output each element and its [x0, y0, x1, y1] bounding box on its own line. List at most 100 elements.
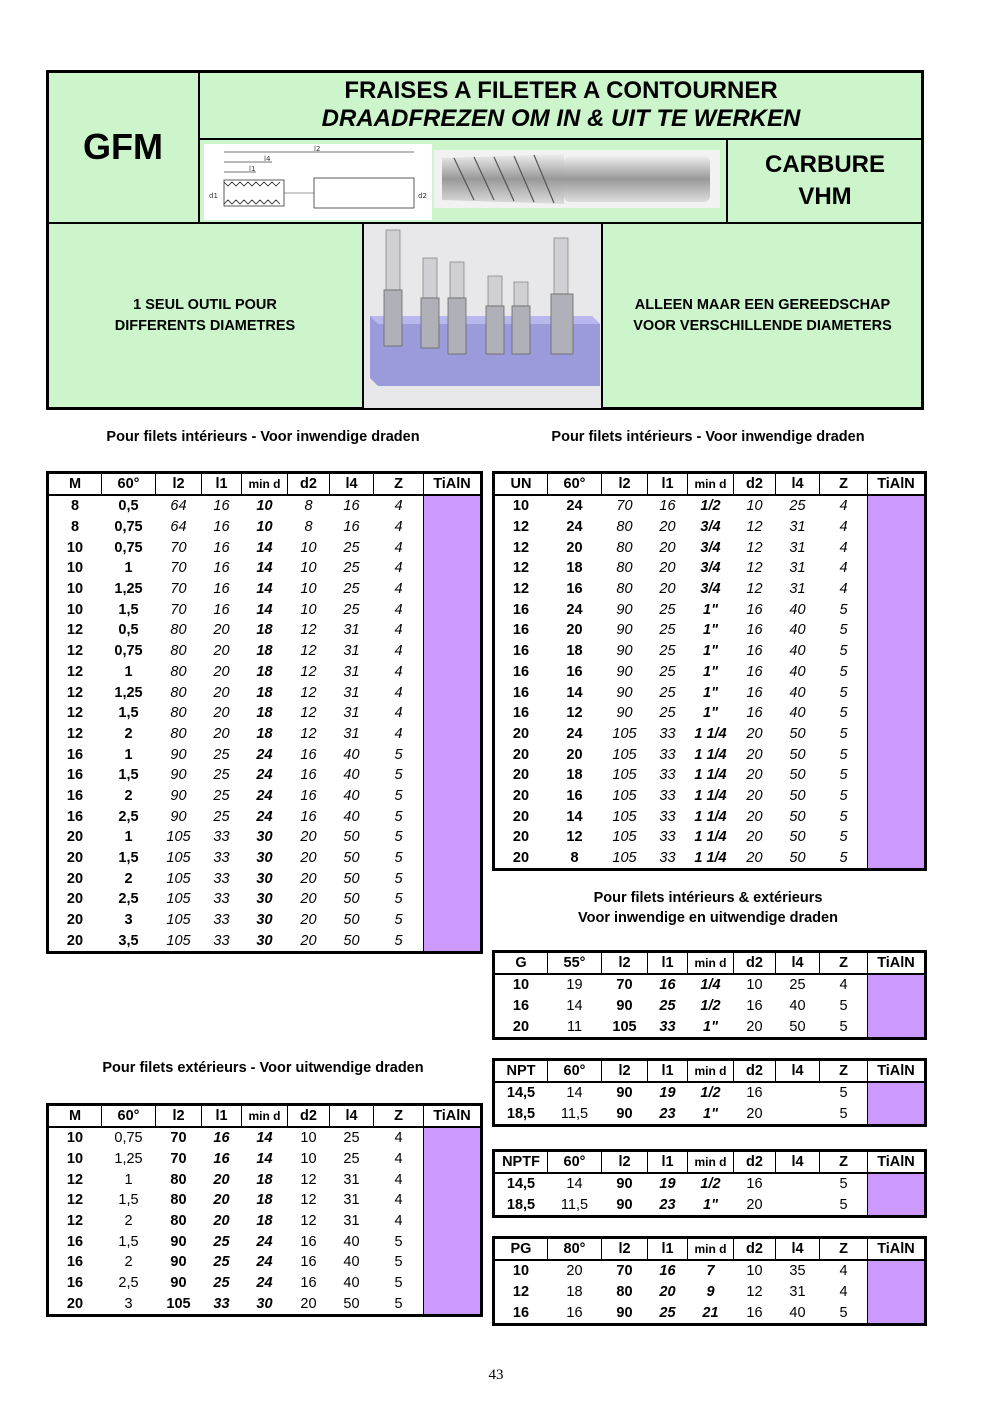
table-cell: 16: [746, 1176, 763, 1193]
table-cell: 1 1/4: [694, 850, 727, 867]
table-cell: 105: [166, 912, 191, 929]
table-cell: 20: [213, 684, 230, 701]
table-cell: 105: [166, 829, 191, 846]
table-cell: 14,5: [506, 1176, 536, 1193]
table-cell: 80: [170, 663, 187, 680]
column-header: d2: [287, 472, 330, 496]
table-cell: 105: [612, 725, 637, 742]
table-cell: 40: [343, 1233, 360, 1250]
table-cell: 12: [746, 560, 763, 577]
table-cell: 25: [659, 643, 676, 660]
table-row: 20 16 105 33 1 1/4 20 50 5: [494, 785, 926, 807]
column-header: l4: [329, 1104, 374, 1128]
table-cell: 50: [343, 932, 360, 949]
table-cell: 16: [566, 663, 583, 680]
table-cell: 10: [300, 601, 317, 618]
table-cell: [776, 1082, 820, 1104]
table-cell: 105: [612, 767, 637, 784]
tialn-coating-cell: [867, 1016, 926, 1039]
table-cell: 90: [616, 1106, 633, 1123]
tool-dimension-drawing: l2 l4 l1 d1 d2: [204, 144, 432, 220]
table-cell: 5: [839, 663, 848, 680]
table-cell: 12: [66, 684, 84, 701]
table-cell: 20: [512, 850, 530, 867]
table-cell: 50: [343, 912, 360, 929]
table-cell: 5: [394, 1275, 403, 1292]
column-header: l4: [775, 472, 820, 496]
tialn-coating-cell: [423, 785, 482, 807]
description-nl-cell: ALLEEN MAAR EEN GEREEDSCHAP VOOR VERSCHI…: [601, 222, 924, 410]
tialn-coating-cell: [423, 806, 482, 827]
tialn-coating-cell: [423, 1127, 482, 1149]
table-cell: 5: [394, 767, 403, 784]
table-cell: 4: [394, 560, 403, 577]
tialn-coating-cell: [423, 558, 482, 579]
table-cell: 31: [343, 1192, 360, 1209]
table-cell: 10: [512, 498, 530, 515]
table-row: 10 0,75 70 16 14 10 25 4: [48, 1127, 482, 1149]
table-cell: 105: [612, 787, 637, 804]
table-cell: 30: [256, 891, 273, 908]
table-cell: 20: [213, 705, 230, 722]
table-cell: 80: [616, 519, 633, 536]
table-cell: 24: [256, 787, 273, 804]
column-header: M: [47, 1104, 102, 1128]
table-cell: 5: [394, 1295, 403, 1312]
tialn-coating-cell: [867, 764, 926, 786]
tialn-coating-cell: [423, 868, 482, 890]
table-cell: 70: [170, 539, 187, 556]
column-header: 60°: [101, 472, 156, 496]
table-cell: 24: [256, 808, 273, 825]
table-cell: 3/4: [700, 539, 721, 556]
tialn-coating-cell: [867, 974, 926, 996]
table-cell: 20: [213, 663, 230, 680]
table-cell: 20: [746, 1106, 763, 1123]
table-cell: [776, 1104, 820, 1126]
table-cell: 16: [343, 519, 360, 536]
product-header: GFM FRAISES A FILETER A CONTOURNER DRAAD…: [46, 70, 924, 410]
table-cell: 25: [343, 601, 360, 618]
table-cell: 25: [343, 539, 360, 556]
table-cell: 1 1/4: [694, 746, 727, 763]
table-cell: 64: [170, 519, 187, 536]
table-cell: 14: [256, 1130, 273, 1147]
table-cell: 0,75: [114, 643, 143, 660]
metric-external-table: M 60° l2 l1 min d d2 l4 Z TiAlN 10 0,75 70 16 14 10 25 4…: [46, 1103, 483, 1318]
title-fr: FRAISES A FILETER A CONTOURNER: [344, 77, 778, 104]
table-cell: 16: [746, 643, 763, 660]
table-cell: 24: [566, 601, 583, 618]
table-cell: 5: [839, 1106, 848, 1123]
table-row: 16 14 90 25 1/2 16 40 5: [494, 995, 926, 1017]
tialn-coating-cell: [867, 1260, 926, 1282]
table-cell: 20: [512, 725, 530, 742]
table-cell: 5: [394, 891, 403, 908]
table-cell: 16: [213, 601, 230, 618]
table-cell: 1,5: [118, 767, 139, 784]
table-cell: 16: [566, 1304, 583, 1321]
table-cell: 9: [706, 1284, 715, 1301]
table-cell: 5: [839, 1304, 848, 1321]
tialn-coating-cell: [423, 599, 482, 621]
table-cell: 5: [839, 601, 848, 618]
table-cell: 1/2: [700, 998, 721, 1015]
table-cell: 20: [746, 787, 763, 804]
table-cell: 105: [612, 850, 637, 867]
table-row: 20 12 105 33 1 1/4 20 50 5: [494, 827, 926, 848]
table-cell: 90: [616, 705, 633, 722]
table-cell: 25: [213, 787, 230, 804]
table-cell: 80: [170, 1192, 187, 1209]
table-row: 16 12 90 25 1" 16 40 5: [494, 702, 926, 724]
table-cell: 4: [394, 1213, 403, 1230]
tialn-coating-cell: [423, 1210, 482, 1232]
description-fr-cell: 1 SEUL OUTIL POUR DIFFERENTS DIAMETRES: [46, 222, 364, 410]
table-cell: 30: [256, 870, 273, 887]
table-cell: 16: [746, 1304, 763, 1321]
table-cell: 16: [512, 601, 530, 618]
table-cell: 30: [256, 829, 273, 846]
table-cell: 33: [659, 787, 676, 804]
table-cell: 12: [566, 705, 583, 722]
table-cell: 80: [616, 1284, 633, 1301]
table-cell: 10: [66, 1130, 84, 1147]
description-nl-2: VOOR VERSCHILLENDE DIAMETERS: [633, 318, 892, 334]
table-cell: 12: [300, 622, 317, 639]
